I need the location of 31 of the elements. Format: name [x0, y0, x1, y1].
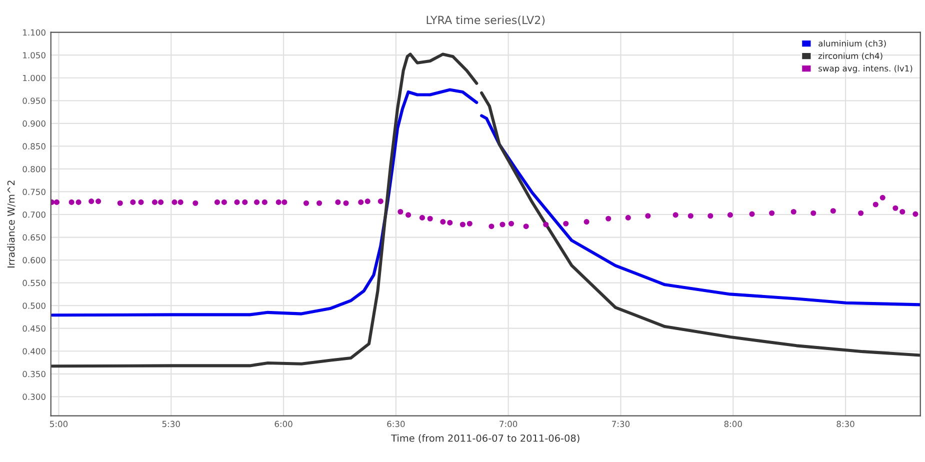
legend-label: aluminium (ch3) [818, 40, 886, 48]
x-tick-label: 5:30 [162, 420, 180, 428]
x-tick-label: 7:30 [612, 420, 630, 428]
y-tick-label: 1.000 [23, 74, 46, 82]
legend-label: swap avg. intens. (lv1) [818, 65, 912, 74]
y-tick-label: 0.800 [22, 166, 46, 172]
y-tick-label: 0.900 [22, 120, 46, 127]
x-tick-label: 8:30 [836, 420, 854, 428]
x-tick-label: 6:00 [274, 420, 292, 428]
y-tick-label: 0.750 [22, 188, 46, 196]
y-tick-label: 0.850 [22, 143, 46, 150]
x-tick-label: 6:30 [387, 420, 405, 428]
x-tick-label: 8:00 [724, 420, 742, 428]
x-tick-label: 7:00 [500, 420, 518, 428]
x-tick-label: 5:00 [50, 420, 68, 428]
y-tick-label: 0.450 [22, 325, 46, 332]
y-tick-label: 0.600 [22, 257, 46, 264]
y-tick-label: 1.050 [23, 52, 46, 58]
y-axis-title: Irradiance W/m^2 [7, 180, 16, 268]
y-tick-label: 0.650 [22, 234, 46, 241]
y-tick-label: 0.950 [22, 98, 46, 104]
y-tick-label: 0.350 [22, 370, 46, 378]
y-tick-label: 0.300 [22, 394, 46, 400]
legend-label: zirconium (ch4) [818, 52, 882, 60]
y-tick-label: 0.500 [22, 302, 46, 309]
y-tick-label: 0.400 [22, 348, 46, 354]
x-axis-title: Time (from 2011-06-07 to 2011-06-08) [391, 434, 580, 443]
y-tick-label: 0.550 [22, 280, 46, 286]
y-tick-label: 0.700 [22, 211, 46, 218]
chart-title: LYRA time series(LV2) [426, 16, 545, 26]
y-tick-label: 1.100 [23, 29, 46, 36]
